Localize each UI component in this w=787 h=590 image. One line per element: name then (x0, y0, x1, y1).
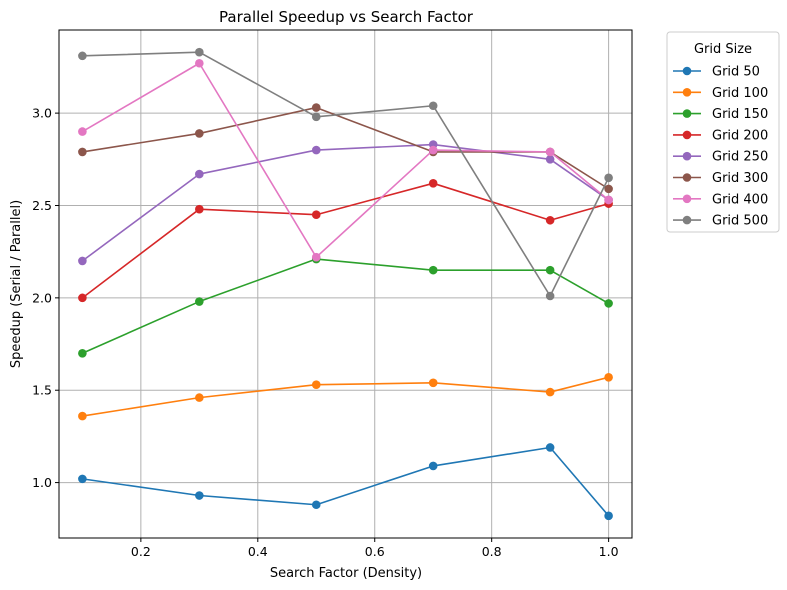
y-tick-label: 3.0 (32, 106, 52, 121)
data-point-grid-250 (78, 256, 87, 266)
legend-marker-swatch (682, 215, 692, 225)
legend-label: Grid 300 (712, 171, 768, 186)
legend-item-grid-200: Grid 200 (673, 128, 768, 143)
legend-item-grid-400: Grid 400 (673, 192, 768, 207)
data-point-grid-200 (78, 293, 87, 303)
data-point-grid-50 (311, 500, 321, 510)
data-point-grid-200 (428, 179, 438, 188)
data-point-grid-500 (545, 291, 555, 301)
legend-marker-swatch (682, 173, 692, 182)
series-line-grid-200 (81, 182, 609, 299)
legend-title: Grid Size (694, 42, 752, 57)
data-point-grid-50 (428, 461, 438, 471)
legend-item-grid-50: Grid 50 (673, 65, 760, 80)
series-layer (78, 47, 613, 521)
x-tick-label: 0.8 (482, 544, 502, 559)
legend-item-grid-250: Grid 250 (673, 150, 768, 165)
series-line-grid-100 (82, 376, 609, 417)
series-grid-100 (78, 372, 613, 421)
data-point-grid-50 (545, 443, 555, 452)
legend-label: Grid 50 (712, 65, 760, 80)
chart-title: Parallel Speedup vs Search Factor (219, 8, 474, 26)
legend: Grid Size Grid 50 Grid 100 Grid 150 Grid 20… (666, 31, 780, 233)
legend-items: Grid 50 Grid 100 Grid 150 Grid 200 Grid 250 G… (673, 65, 768, 229)
data-point-grid-400 (545, 147, 555, 157)
data-point-grid-400 (428, 145, 438, 155)
x-tick-label: 1.0 (599, 544, 619, 559)
data-point-grid-50 (604, 511, 613, 521)
data-point-grid-150 (604, 299, 613, 308)
legend-label: Grid 200 (712, 128, 768, 143)
legend-marker-swatch (682, 109, 692, 118)
legend-item-grid-500: Grid 500 (673, 214, 768, 229)
series-line-grid-500 (82, 51, 610, 297)
y-tick-label: 2.5 (32, 198, 52, 213)
legend-marker-swatch (682, 88, 692, 97)
data-point-grid-400 (195, 58, 204, 68)
data-point-grid-150 (545, 265, 555, 275)
data-point-grid-250 (311, 145, 321, 155)
data-point-grid-300 (311, 103, 321, 112)
legend-item-grid-150: Grid 150 (673, 107, 768, 122)
legend-frame (666, 31, 780, 233)
legend-label: Grid 100 (712, 86, 768, 101)
x-axis-label: Search Factor (Density) (270, 566, 422, 581)
data-point-grid-50 (78, 474, 87, 484)
series-line-grid-250 (81, 143, 610, 262)
data-point-grid-150 (195, 297, 204, 306)
data-point-grid-300 (195, 129, 204, 138)
data-point-grid-400 (311, 252, 321, 262)
data-point-grid-150 (428, 265, 438, 275)
y-axis-label: Speedup (Serial / Parallel) (9, 200, 24, 368)
data-point-grid-500 (78, 51, 87, 61)
plot-frame (58, 29, 633, 539)
data-point-grid-250 (195, 169, 204, 179)
data-point-grid-100 (604, 372, 613, 382)
data-point-grid-200 (311, 210, 321, 220)
legend-label: Grid 500 (712, 214, 768, 229)
series-grid-400 (78, 58, 613, 262)
x-tick-label: 0.2 (131, 544, 151, 559)
series-grid-50 (78, 443, 613, 521)
legend-label: Grid 150 (712, 107, 768, 122)
data-point-grid-400 (78, 127, 87, 136)
data-point-grid-500 (311, 112, 321, 122)
legend-item-grid-100: Grid 100 (673, 86, 768, 101)
data-point-grid-100 (545, 387, 555, 397)
legend-label: Grid 250 (712, 150, 768, 165)
y-tick-label: 1.0 (32, 475, 52, 490)
data-point-grid-200 (195, 204, 204, 214)
data-point-grid-300 (604, 184, 613, 194)
legend-marker-swatch (682, 151, 692, 161)
axis-ticks: 0.2 0.4 0.6 0.8 1.0 1.0 1.5 2.0 2.5 3.0 (32, 106, 618, 559)
data-point-grid-100 (428, 378, 438, 388)
legend-item-grid-300: Grid 300 (673, 171, 768, 186)
legend-marker-swatch (682, 66, 692, 76)
data-point-grid-100 (78, 411, 87, 421)
x-tick-label: 0.4 (248, 544, 268, 559)
data-point-grid-150 (78, 348, 87, 358)
legend-label: Grid 400 (712, 192, 768, 207)
data-point-grid-400 (604, 195, 613, 205)
data-point-grid-500 (604, 173, 613, 183)
data-point-grid-50 (195, 491, 204, 500)
data-point-grid-200 (545, 215, 555, 225)
data-point-grid-300 (78, 147, 87, 157)
data-point-grid-500 (195, 47, 204, 57)
series-line-grid-300 (82, 106, 610, 190)
series-grid-500 (78, 47, 613, 301)
data-point-grid-100 (195, 393, 204, 402)
y-tick-label: 1.5 (32, 383, 52, 398)
y-tick-label: 2.0 (32, 290, 52, 305)
series-line-grid-50 (82, 446, 610, 517)
data-point-grid-500 (428, 101, 438, 111)
legend-marker-swatch (682, 194, 692, 204)
series-line-grid-400 (81, 62, 610, 259)
data-point-grid-100 (311, 380, 321, 389)
data-point-grid-250 (545, 155, 555, 164)
x-tick-label: 0.6 (365, 544, 385, 559)
legend-marker-swatch (682, 130, 692, 140)
